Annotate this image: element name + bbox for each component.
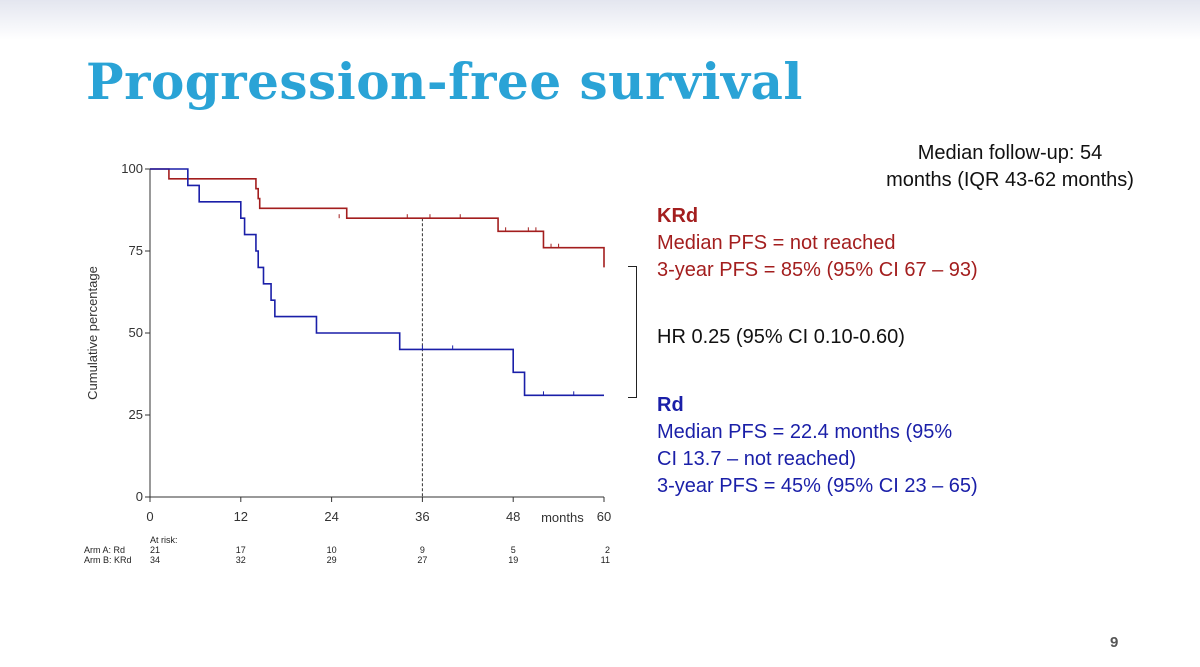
krd-survival-curve — [150, 168, 605, 268]
krd-arm-name: KRd — [657, 205, 699, 227]
chart-curves — [150, 168, 605, 397]
at-risk-row-label-0: Arm A: Rd — [84, 545, 125, 555]
y-axis-label: Cumulative percentage — [85, 266, 100, 400]
x-tick-label-36: 36 — [415, 509, 429, 524]
at-risk-value-1-2: 29 — [327, 555, 337, 565]
page-number: 9 — [1110, 634, 1119, 651]
at-risk-value-0-2: 10 — [327, 545, 337, 555]
hazard-ratio: HR 0.25 (95% CI 0.10-0.60) — [657, 326, 905, 348]
at-risk-value-0-5: 2 — [605, 545, 610, 555]
y-tick-label-0: 0 — [136, 489, 143, 504]
at-risk-value-0-1: 17 — [236, 545, 246, 555]
rd-arm-name: Rd — [657, 394, 684, 416]
rd-summary: Rd Median PFS = 22.4 months (95% CI 13.7… — [657, 392, 978, 500]
at-risk-row-label-1: Arm B: KRd — [84, 555, 132, 565]
krd-median-pfs: Median PFS = not reached — [657, 232, 896, 254]
at-risk-value-0-3: 9 — [420, 545, 425, 555]
x-tick-label-48: 48 — [506, 509, 520, 524]
at-risk-value-0-0: 21 — [150, 545, 160, 555]
median-followup-note: Median follow-up: 54 months (IQR 43-62 m… — [870, 140, 1150, 194]
krd-summary: KRd Median PFS = not reached 3-year PFS … — [657, 203, 978, 284]
comparison-bracket — [628, 266, 637, 398]
rd-median-pfs-line-2: CI 13.7 – not reached) — [657, 448, 857, 470]
y-tick-label-25: 25 — [129, 407, 143, 422]
slide-header-band — [0, 0, 1200, 40]
followup-line-1: Median follow-up: 54 — [917, 142, 1103, 164]
x-tick-label-12: 12 — [234, 509, 248, 524]
x-axis-label: months — [541, 510, 584, 525]
at-risk-table: At risk: Arm A: Rd 21 17 10 9 5 2 Arm B: KRd 34 32… — [84, 535, 610, 565]
x-tick-label-60: 60 — [597, 509, 611, 524]
y-tick-label-75: 75 — [129, 243, 143, 258]
slide-title: Progression-free survival — [86, 52, 803, 111]
at-risk-value-1-1: 32 — [236, 555, 246, 565]
at-risk-value-1-5: 11 — [601, 555, 610, 565]
at-risk-value-1-4: 19 — [508, 555, 518, 565]
followup-line-2: months (IQR 43-62 months) — [886, 169, 1134, 191]
at-risk-value-1-3: 27 — [417, 555, 427, 565]
at-risk-value-1-0: 34 — [150, 555, 160, 565]
rd-survival-curve — [150, 168, 604, 397]
at-risk-label: At risk: — [150, 535, 178, 545]
x-tick-label-24: 24 — [324, 509, 338, 524]
krd-three-year-pfs: 3-year PFS = 85% (95% CI 67 – 93) — [657, 259, 978, 281]
at-risk-value-0-4: 5 — [511, 545, 516, 555]
chart-axes: 0 25 50 75 100 0 12 24 36 48 60 months Cumulative pe… — [85, 161, 611, 525]
rd-three-year-pfs: 3-year PFS = 45% (95% CI 23 – 65) — [657, 475, 978, 497]
x-tick-label-0: 0 — [146, 509, 153, 524]
rd-median-pfs-line-1: Median PFS = 22.4 months (95% — [657, 421, 953, 443]
y-tick-label-50: 50 — [129, 325, 143, 340]
y-tick-label-100: 100 — [121, 161, 143, 176]
